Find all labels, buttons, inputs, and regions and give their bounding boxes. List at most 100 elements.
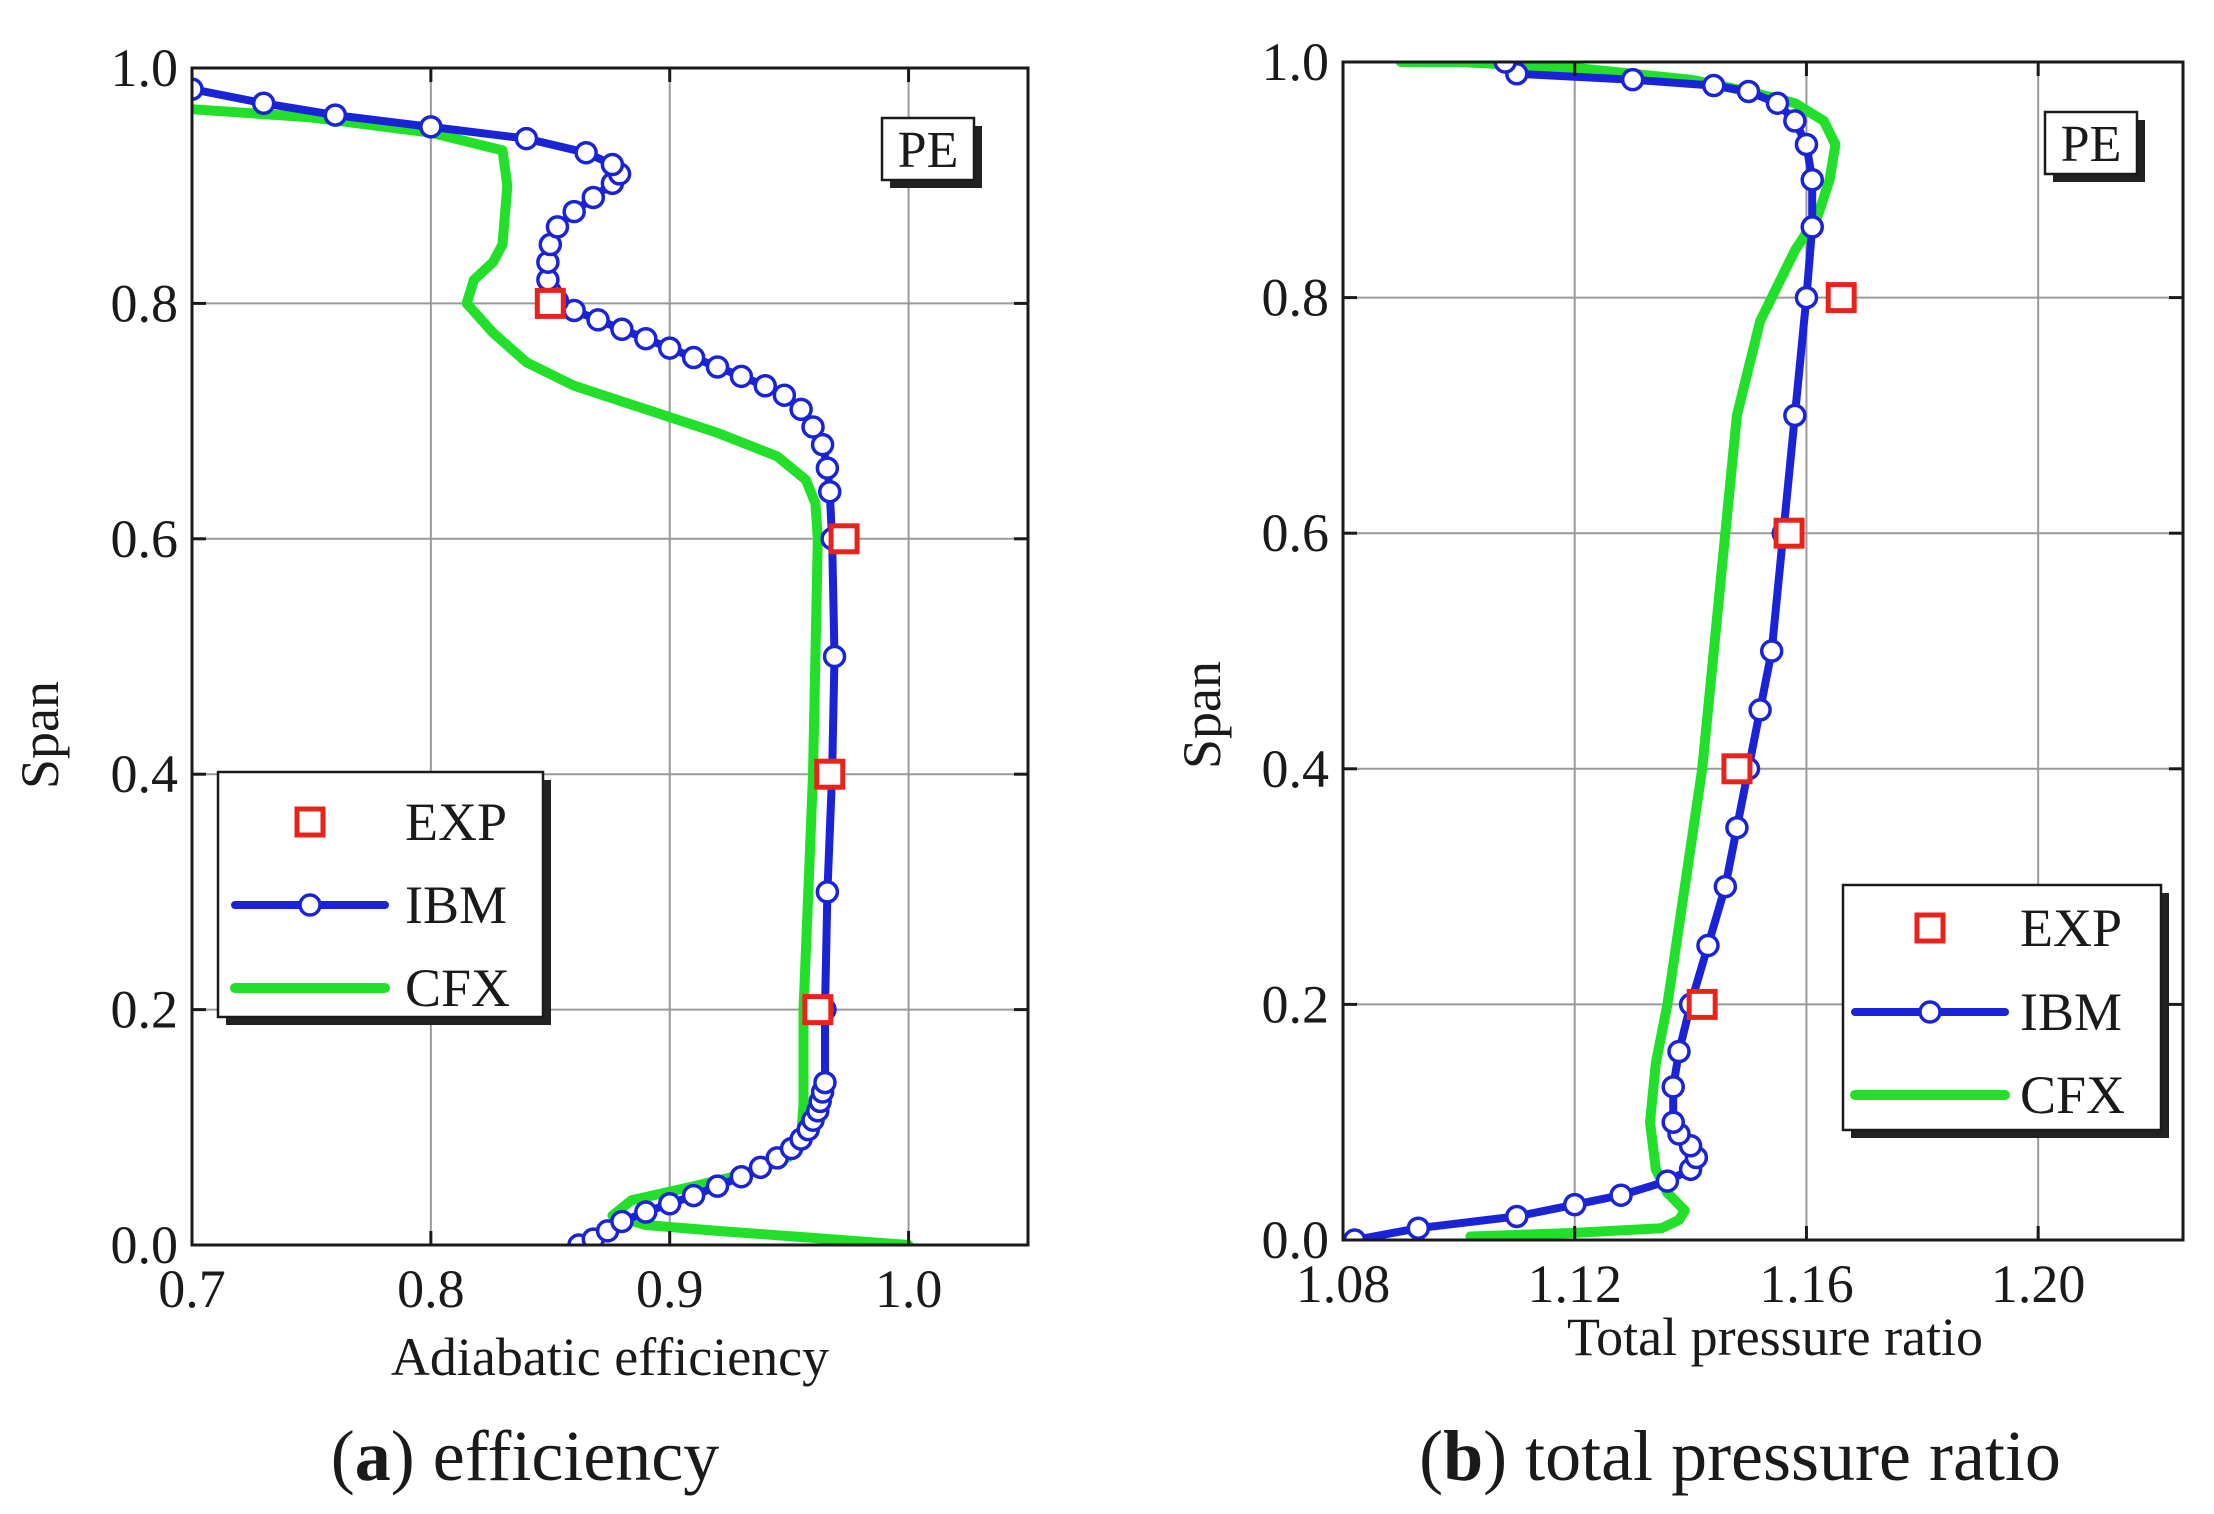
x-tick-label: 1.16 (1759, 1254, 1854, 1314)
panel-b-legend: EXP IBM CFX (1841, 883, 2169, 1138)
legend-items: EXP IBM CFX (1850, 898, 2125, 1125)
data-point-ibm (772, 383, 797, 407)
legend-item-cfx: CFX (230, 958, 510, 1018)
data-point-ibm (789, 397, 813, 422)
data-point-ibm (545, 215, 570, 239)
panel-a-plot-frame (190, 66, 1030, 1247)
data-point-ibm (681, 345, 706, 370)
data-point-ibm (657, 1192, 682, 1216)
legend-items: EXP IBM CFX (230, 792, 510, 1018)
panel-a-annotation: PE (880, 116, 982, 188)
data-point-ibm (1736, 79, 1761, 104)
data-point-ibm (1343, 1228, 1367, 1240)
legend-item-cfx: CFX (1850, 1065, 2125, 1125)
x-tick-label: 1.0 (875, 1259, 943, 1319)
data-point-ibm (681, 1183, 706, 1208)
data-point-ibm (1620, 67, 1645, 92)
data-point-exp (802, 994, 834, 1026)
data-point-ibm (753, 374, 778, 398)
data-point-ibm (1493, 62, 1517, 74)
series-exp (1686, 282, 1857, 1020)
data-point-ibm (1783, 109, 1807, 133)
data-point-ibm (1702, 73, 1726, 98)
x-tick-label: 0.9 (636, 1259, 704, 1319)
series-line-ibm (1350, 62, 1817, 1240)
x-tick-label: 1.20 (1991, 1254, 2086, 1314)
data-point-ibm (1725, 815, 1749, 840)
data-point-ibm (574, 140, 598, 165)
x-tick-label: 1.12 (1527, 1254, 1622, 1314)
data-point-ibm (1713, 874, 1738, 899)
panel-b-series (1343, 62, 1857, 1240)
data-point-ibm (1783, 403, 1807, 428)
data-point-ibm (610, 1209, 634, 1234)
data-point-ibm (586, 308, 610, 332)
data-point-ibm (801, 415, 825, 439)
data-point-ibm (1794, 285, 1819, 310)
data-point-ibm (419, 115, 443, 139)
panel-a-x-axis-label: Adiabatic efficiency (391, 1327, 829, 1387)
panel-a-series (192, 77, 914, 1245)
data-point-exp (814, 758, 846, 790)
y-tick-label: 0.4 (1262, 739, 1330, 799)
caption-letter: b (1443, 1416, 1483, 1496)
data-point-exp (1773, 517, 1805, 549)
data-point-ibm (1505, 1204, 1529, 1229)
data-point-ibm (1765, 91, 1790, 115)
data-point-ibm (1748, 698, 1772, 722)
y-tick-label: 0.8 (1262, 268, 1330, 328)
legend-marker (298, 893, 322, 917)
series-cfx (192, 104, 914, 1245)
y-tick-label: 1.0 (111, 38, 179, 98)
data-point-exp (1721, 753, 1753, 785)
caption-open-paren: ( (331, 1416, 355, 1496)
data-point-ibm (1759, 639, 1784, 663)
data-point-exp (1825, 282, 1857, 314)
legend-box (216, 770, 545, 1019)
y-tick-label: 0.4 (111, 744, 179, 804)
panel-a-efficiency: 0.7 0.8 0.9 1.0 0.0 0.2 0.4 0.6 0.8 1.0 PE EXP IBM… (10, 38, 1030, 1496)
data-point-ibm (817, 479, 842, 504)
caption-open-paren: ( (1419, 1416, 1443, 1496)
panel-b-ticks: 1.08 1.12 1.16 1.20 0.0 0.2 0.4 0.6 0.8 1.0 (1262, 32, 2183, 1314)
x-tick-label: 0.7 (158, 1259, 226, 1319)
panel-a-ticks: 0.7 0.8 0.9 1.0 0.0 0.2 0.4 0.6 0.8 1.0 (111, 38, 1028, 1319)
legend-item-ibm: IBM (231, 875, 507, 935)
series-line-cfx (192, 104, 914, 1245)
data-point-exp (828, 523, 860, 555)
x-tick-label: 1.08 (1296, 1254, 1391, 1314)
data-point-ibm (1562, 1192, 1587, 1217)
data-point-ibm (1609, 1183, 1633, 1207)
data-point-ibm (1661, 1075, 1685, 1099)
data-point-ibm (729, 1164, 754, 1189)
y-tick-label: 0.2 (111, 980, 179, 1040)
legend-label: CFX (405, 958, 510, 1018)
data-point-ibm (634, 326, 658, 351)
panel-b-total-pressure-ratio: 1.08 1.12 1.16 1.20 0.0 0.2 0.4 0.6 0.8 1.0 PE EX… (1172, 32, 2185, 1496)
panel-b-y-axis-label: Span (1172, 661, 1232, 769)
legend-symbol (294, 806, 326, 838)
y-tick-label: 0.6 (1262, 503, 1330, 563)
pe-box (2043, 110, 2139, 176)
panel-b-caption: (b) total pressure ratio (1419, 1416, 2061, 1496)
panel-a-y-axis-label: Span (10, 681, 70, 789)
caption-text: total pressure ratio (1525, 1416, 2061, 1496)
y-tick-label: 1.0 (1262, 32, 1330, 92)
panel-b-plot-frame (1341, 60, 2185, 1242)
legend-item-ibm: IBM (1851, 982, 2122, 1042)
series-ibm (1343, 62, 1824, 1240)
panel-b-x-axis-label: Total pressure ratio (1567, 1307, 1983, 1367)
y-tick-label: 0.6 (111, 509, 179, 569)
data-point-ibm (581, 185, 606, 210)
legend-label: CFX (2020, 1065, 2125, 1125)
legend-item-exp: EXP (1914, 898, 2122, 958)
data-point-ibm (600, 152, 625, 177)
pe-box (880, 116, 976, 182)
data-point-ibm (323, 103, 348, 127)
pe-annotation: PE (2061, 116, 2122, 173)
series-ibm (192, 77, 847, 1245)
panel-a-grid (191, 67, 1028, 1246)
y-tick-label: 0.0 (111, 1215, 179, 1275)
data-point-ibm (822, 644, 847, 669)
